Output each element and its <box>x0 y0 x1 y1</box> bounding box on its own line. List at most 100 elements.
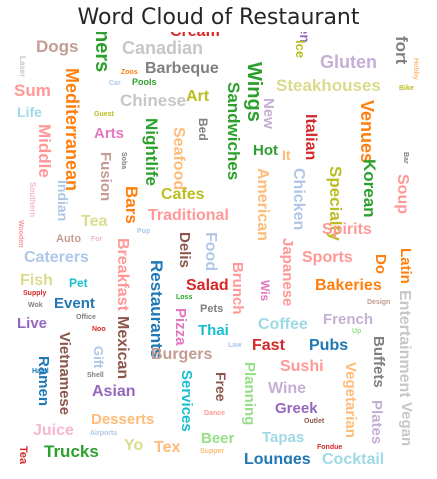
cloud-word: Law <box>228 342 242 349</box>
cloud-word: Hobby <box>412 58 419 80</box>
cloud-word: Office <box>76 314 96 321</box>
cloud-word: Entertainment <box>396 290 413 398</box>
cloud-word: Outlet <box>304 418 325 425</box>
cloud-word: Pet <box>69 276 88 290</box>
cloud-word: New <box>260 98 277 129</box>
cloud-word: Restaurants <box>147 260 166 359</box>
cloud-word: Loss <box>176 294 193 301</box>
cloud-word: Laser <box>18 56 27 78</box>
cloud-word: Sandwiches <box>224 82 243 181</box>
cloud-word: Auto <box>56 233 82 245</box>
cloud-word: Korean <box>360 159 379 218</box>
cloud-word: Indian <box>55 180 71 222</box>
cloud-word: Cream <box>170 32 220 40</box>
cloud-word: Halal <box>32 368 49 375</box>
cloud-word: Vegan <box>398 402 415 447</box>
cloud-word: Wok <box>28 302 43 309</box>
cloud-word: Beer <box>201 430 235 447</box>
cloud-word: Asian <box>92 383 136 400</box>
cloud-word: Planning <box>241 362 258 426</box>
cloud-word: Plates <box>368 400 385 445</box>
cloud-word: Sushi <box>280 358 324 375</box>
cloud-word: Cocktail <box>322 451 385 465</box>
cloud-word: Middle <box>35 124 54 178</box>
cloud-word: Pubs <box>309 337 349 354</box>
cloud-word: Soba <box>120 152 127 170</box>
cloud-word: Brunch <box>229 262 246 315</box>
cloud-word: Diners <box>91 32 113 73</box>
cloud-word: Tex <box>154 439 181 456</box>
cloud-word: It <box>282 147 291 163</box>
cloud-word: Up <box>352 328 362 335</box>
word-cloud: Cream Dogs Diners Canadian Zen Gluten fo… <box>14 32 423 464</box>
cloud-word: Mediterranean <box>62 68 82 192</box>
cloud-word: Traditional <box>148 207 229 224</box>
cloud-word: Salad <box>186 277 229 294</box>
cloud-word: Venues <box>357 100 377 164</box>
cloud-word: Pools <box>132 77 157 87</box>
cloud-word: Italian <box>302 114 319 161</box>
cloud-word: Juice <box>33 422 74 439</box>
cloud-word: Thai <box>198 322 229 339</box>
cloud-word: Mexican <box>114 316 131 380</box>
cloud-word: Free <box>213 372 229 402</box>
cloud-word: Soup <box>394 174 411 214</box>
cloud-word: Zoos <box>121 69 138 76</box>
cloud-word: Bed <box>196 118 210 141</box>
cloud-word: Dance <box>204 410 226 417</box>
cloud-word: Wine <box>268 380 307 397</box>
cloud-word: Delis <box>176 232 193 268</box>
cloud-word: Canadian <box>122 38 204 58</box>
cloud-word: Chinese <box>120 91 187 110</box>
cloud-word: Gift <box>91 346 106 369</box>
cloud-word: Sports <box>302 249 353 266</box>
cloud-word: Guest <box>94 111 114 118</box>
cloud-word: Supply <box>23 290 47 297</box>
cloud-word: Fish <box>20 272 53 289</box>
cloud-word: Latin <box>397 248 414 284</box>
cloud-word: Sum <box>14 81 51 100</box>
cloud-word: Food <box>202 232 219 272</box>
cloud-word: Trucks <box>44 442 99 461</box>
cloud-word: Chicken <box>290 168 307 231</box>
cloud-word: Do <box>372 254 389 274</box>
cloud-word: Vegetarian <box>342 362 359 438</box>
cloud-word: Airports <box>90 430 118 437</box>
cloud-word: Burgers <box>151 346 213 363</box>
cloud-word: Noo <box>92 326 106 333</box>
cloud-word: Nightlife <box>142 118 161 186</box>
cloud-word: Caterers <box>24 249 89 266</box>
cloud-word: Bakeries <box>315 277 382 294</box>
cloud-word: Breakfast <box>114 238 131 311</box>
cloud-word: Bike <box>399 85 414 92</box>
cloud-word: Southern <box>28 182 37 218</box>
cloud-word: Pets <box>200 303 224 315</box>
cloud-word: Life <box>17 104 42 120</box>
cloud-word: For <box>91 236 103 243</box>
cloud-word: Barbeque <box>145 60 219 77</box>
cloud-word: Pizza <box>172 308 189 346</box>
cloud-word: Yo <box>124 437 144 454</box>
cloud-word: Event <box>54 295 95 312</box>
cloud-word: Desserts <box>91 411 155 428</box>
cloud-word: Lounges <box>244 451 311 465</box>
cloud-word: Shell <box>87 372 104 379</box>
cloud-word: Vietnamese <box>56 332 73 416</box>
cloud-word: Fusion <box>97 152 114 202</box>
cloud-word: Buffets <box>370 336 387 388</box>
cloud-word: Steakhouses <box>276 76 381 95</box>
cloud-word: Fondue <box>317 444 343 451</box>
cloud-word: Car <box>109 80 121 87</box>
cloud-word: Bar <box>402 152 409 164</box>
cloud-word: Tapas <box>262 429 305 446</box>
cloud-word: Services <box>178 370 195 432</box>
cloud-word: Dogs <box>36 37 79 56</box>
cloud-word: fort <box>392 36 411 65</box>
cloud-word: Gluten <box>320 52 377 72</box>
cloud-word: Supper <box>200 448 225 455</box>
cloud-word: Greek <box>275 400 318 417</box>
cloud-word: Pop <box>137 228 151 235</box>
cloud-word: Arts <box>94 125 125 142</box>
cloud-word: Wis <box>258 280 272 302</box>
cloud-word: Art <box>186 88 210 105</box>
